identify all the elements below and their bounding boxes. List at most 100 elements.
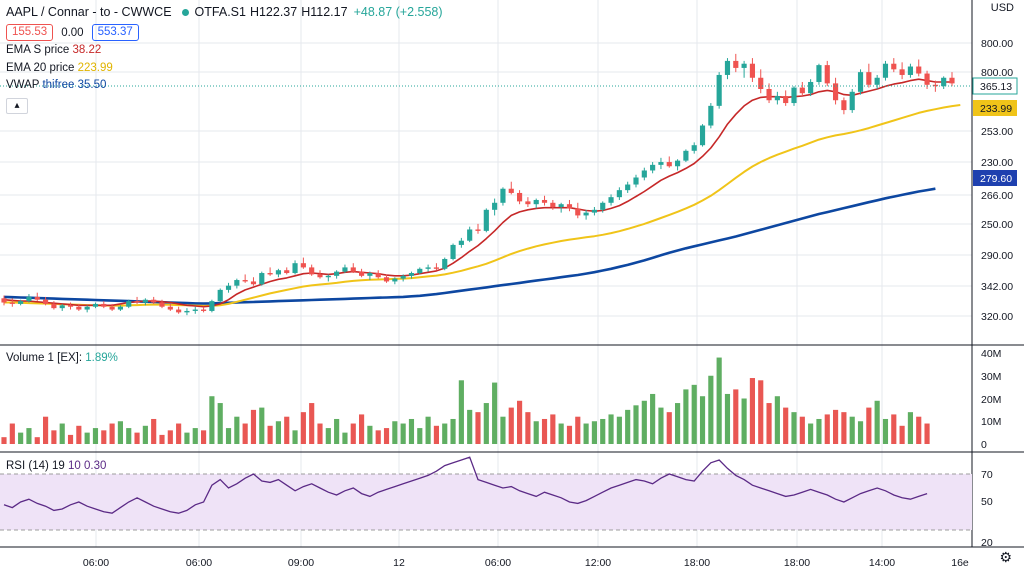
volume-bar [891, 414, 897, 444]
candle-body [417, 268, 423, 274]
indicator-ema-fast[interactable]: EMA S price 38.22 [6, 44, 101, 56]
volume-bar [300, 412, 306, 444]
candle-body [675, 160, 681, 167]
volume-bar [159, 434, 165, 444]
candle-body [683, 150, 689, 161]
time-axis-tick: 09:00 [288, 557, 314, 569]
volume-bar [683, 389, 689, 444]
rsi-axis-tick: 70 [981, 469, 993, 481]
candle-body [833, 83, 839, 101]
volume-axis-tick: 10M [981, 416, 1001, 428]
candle-body [791, 87, 797, 104]
candle-body [309, 267, 315, 275]
candle-body [575, 208, 581, 216]
volume-bar [758, 380, 764, 444]
volume-value: 1.89% [85, 352, 118, 364]
volume-axis-tick: 20M [981, 394, 1001, 406]
volume-bar [666, 412, 672, 444]
indicator-vwap[interactable]: VWAP thifree 35.50 [6, 79, 106, 91]
indicator-name: VWAP [6, 79, 40, 91]
candle-body [758, 77, 764, 89]
volume-bar [1, 437, 7, 444]
candle-body [583, 212, 589, 216]
volume-bar [209, 396, 215, 444]
volume-bar [774, 396, 780, 444]
volume-bar [383, 428, 390, 444]
candle-body [275, 270, 281, 275]
candle-body [924, 73, 930, 85]
candle-body [941, 77, 947, 87]
price-tag-label: 279.60 [980, 173, 1012, 185]
symbol-title[interactable]: AAPL / Connar - to - CWWCE [6, 5, 172, 19]
high-value-2: H112.17 [301, 5, 348, 19]
candle-body [558, 204, 564, 207]
collapse-legend-button[interactable]: ▴ [6, 98, 28, 114]
volume-bar [500, 416, 506, 444]
settings-gear-icon[interactable]: ⚙ [999, 549, 1012, 565]
volume-bar [184, 432, 190, 444]
candle-body [134, 301, 140, 303]
volume-bar [325, 428, 331, 444]
indicator-value: 35.50 [77, 79, 107, 91]
volume-bar [167, 430, 173, 444]
indicator-name: EMA S price [6, 44, 70, 56]
candle-body [350, 267, 356, 272]
candle-body [458, 240, 464, 245]
volume-bar [866, 407, 872, 444]
ema-slow-line [4, 104, 961, 307]
candle-body [907, 66, 913, 75]
volume-axis-tick: 30M [981, 371, 1001, 383]
volume-bar [658, 407, 664, 444]
volume-bar [600, 418, 606, 444]
volume-bar [417, 428, 423, 444]
volume-bar [799, 416, 805, 444]
buy-button[interactable]: 553.37 [91, 24, 139, 41]
currency-label[interactable]: USD [990, 2, 1014, 14]
price-axis-tick: 230.00 [981, 157, 1013, 169]
candle-body [250, 281, 257, 285]
sell-button[interactable]: 155.53 [6, 24, 54, 41]
volume-bar [475, 412, 481, 444]
indicator-extra: thifree [42, 79, 75, 91]
candle-body [217, 289, 223, 302]
candle-body [317, 274, 323, 278]
volume-bar [275, 421, 281, 444]
volume-bar [716, 357, 722, 444]
volume-bar [234, 416, 240, 444]
candle-body [633, 177, 639, 185]
candle-body [492, 202, 498, 210]
time-axis-tick: 06:00 [83, 557, 109, 569]
volume-bar [808, 423, 814, 444]
candle-body [334, 271, 340, 276]
volume-legend[interactable]: Volume 1 [EX]: 1.89% [6, 352, 118, 364]
candle-body [242, 280, 248, 282]
volume-bar [483, 403, 489, 444]
candle-body [691, 145, 697, 151]
volume-bar [708, 375, 714, 444]
candle-body [608, 197, 614, 203]
volume-bar [408, 418, 415, 444]
volume-bar [791, 412, 797, 444]
volume-bar [284, 416, 290, 444]
volume-bar [566, 425, 573, 444]
time-axis-tick: 14:00 [869, 557, 895, 569]
indicator-ema-slow[interactable]: EMA 20 price 223.99 [6, 62, 113, 74]
volume-bar [267, 425, 273, 444]
price-tag [972, 77, 1018, 95]
volume-bar [317, 423, 323, 444]
volume-bar [392, 421, 398, 444]
volume-bar [907, 412, 913, 444]
candle-body [733, 60, 739, 68]
volume-bar [849, 416, 855, 444]
candle-body [84, 306, 90, 310]
candle-body [117, 306, 123, 310]
time-axis-tick: 12:00 [585, 557, 611, 569]
candle-body [367, 273, 373, 276]
volume-bar [367, 425, 373, 444]
price-axis-tick: 266.00 [981, 190, 1013, 202]
rsi-legend[interactable]: RSI (14) 19 10 0.30 [6, 460, 106, 472]
volume-bar [625, 409, 631, 444]
ema-fast-line [3, 78, 952, 308]
volume-bar [151, 418, 157, 444]
